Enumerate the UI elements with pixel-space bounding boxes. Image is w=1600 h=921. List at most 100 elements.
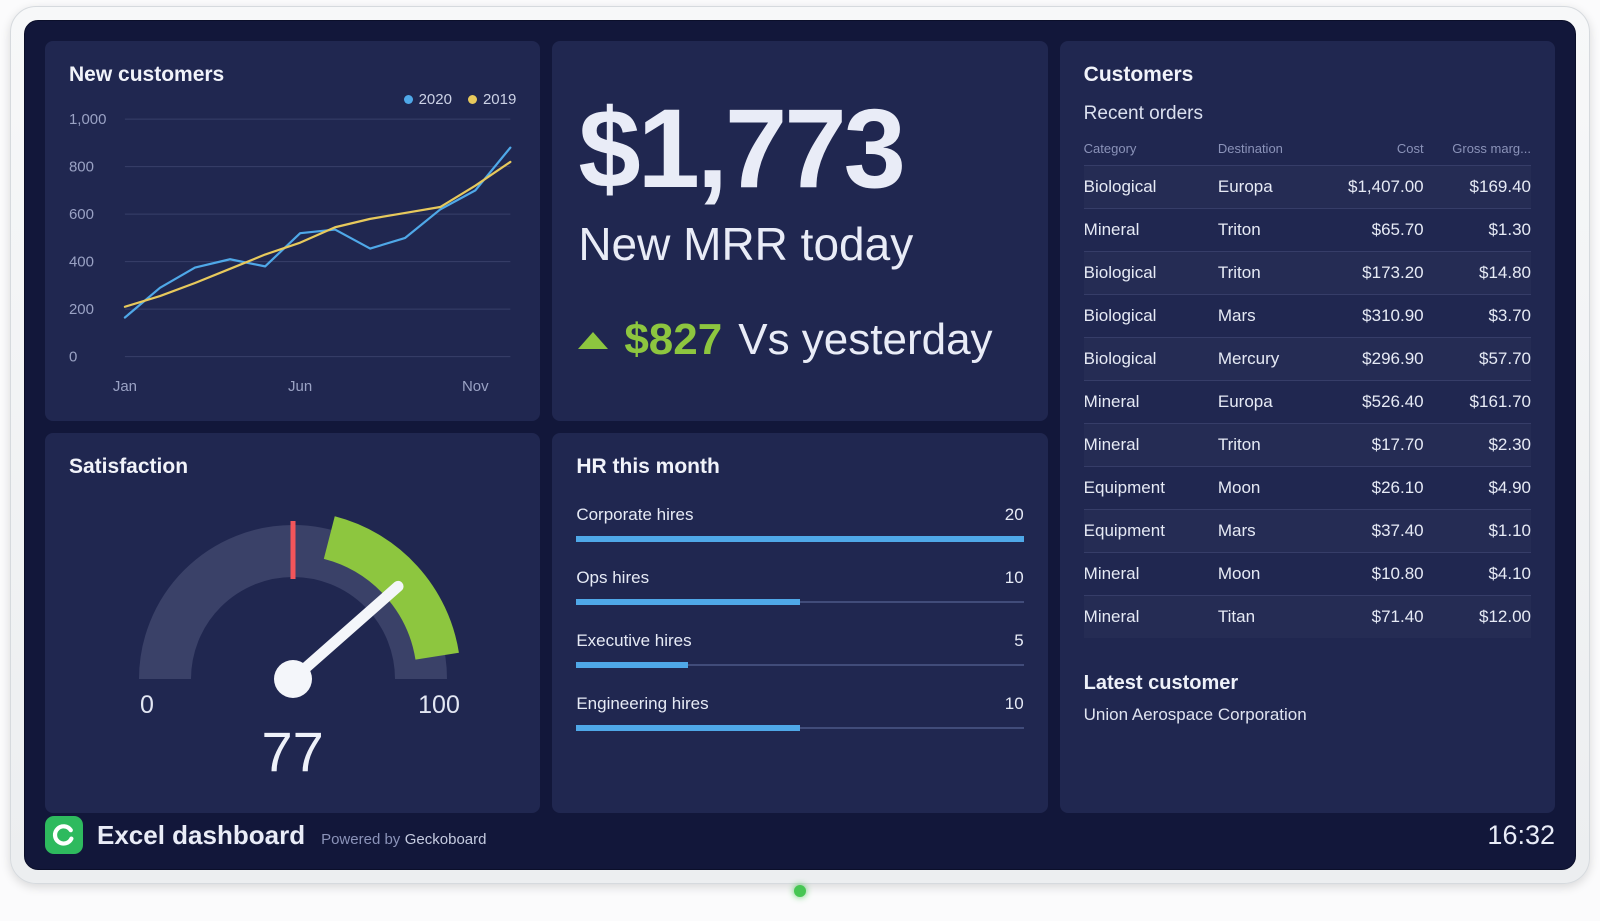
hr-bar-fill (576, 725, 800, 731)
mrr-label: New MRR today (578, 218, 914, 270)
gauge-green-zone (323, 516, 459, 661)
order-cell: Europa (1217, 177, 1273, 196)
y-tick-label: 800 (69, 159, 94, 176)
hr-bar-list: Corporate hires 20 Ops hires 10 Executive hi… (576, 505, 1024, 731)
hr-item-bar (576, 599, 1024, 605)
orders-col-header: Gross marg... (1452, 141, 1531, 156)
dashboard-name: Excel dashboard (97, 819, 306, 850)
order-cell: $310.90 (1362, 306, 1424, 325)
order-row: Mineral Triton $65.70 $1.30 (1083, 208, 1531, 252)
order-cell: $65.70 (1371, 220, 1424, 239)
order-row: Mineral Triton $17.70 $2.30 (1083, 423, 1531, 467)
hr-item: Engineering hires 10 (576, 694, 1024, 731)
hr-title: HR this month (576, 455, 720, 478)
order-row: Equipment Mars $37.40 $1.10 (1083, 509, 1531, 553)
y-tick-label: 200 (69, 301, 94, 318)
orders-col-header: Category (1083, 141, 1137, 156)
order-cell: $57.70 (1479, 349, 1531, 368)
chart-legend: 2020 2019 (403, 91, 516, 108)
y-tick-label: 600 (69, 206, 94, 223)
order-cell: Triton (1217, 263, 1261, 282)
hr-item-head: Engineering hires 10 (576, 694, 1023, 714)
hr-item-bar (576, 725, 1024, 731)
hr-item-bar (576, 536, 1024, 542)
order-cell: Moon (1217, 564, 1261, 583)
orders-header-row: Category Destination Cost Gross marg... (1084, 133, 1531, 166)
hr-item-value: 10 (1004, 568, 1024, 587)
x-tick-label: Jun (288, 378, 312, 395)
order-cell: $526.40 (1362, 392, 1424, 411)
order-cell: Mercury (1217, 349, 1280, 368)
hr-item: Corporate hires 20 (576, 505, 1024, 542)
hr-item-label: Engineering hires (576, 694, 709, 713)
legend-item-2020: 2020 (403, 91, 452, 108)
order-cell: $2.30 (1488, 435, 1531, 454)
order-cell: $37.40 (1371, 521, 1424, 540)
order-cell: Triton (1217, 220, 1261, 239)
gauge-max-label: 100 (418, 691, 460, 719)
latest-customer-value: Union Aerospace Corporation (1083, 705, 1307, 724)
order-row: Biological Europa $1,407.00 $169.40 (1083, 165, 1531, 209)
dashboard-screen: New customers 2020 2019 0 200 400 600 800 1,00… (24, 20, 1576, 870)
order-row: Mineral Europa $526.40 $161.70 (1083, 380, 1531, 424)
order-row: Biological Mars $310.90 $3.70 (1083, 294, 1531, 338)
hr-item-head: Executive hires 5 (576, 631, 1023, 651)
hr-bar-track (576, 664, 1024, 666)
orders-body: Biological Europa $1,407.00 $169.40 Mineral T… (1083, 165, 1531, 639)
x-tick-label: Nov (462, 378, 489, 395)
arrow-up-icon (578, 331, 609, 349)
order-cell: $26.10 (1371, 478, 1424, 497)
power-led (794, 885, 806, 897)
order-cell: Mineral (1083, 564, 1140, 583)
order-cell: $1,407.00 (1347, 177, 1424, 196)
order-cell: $161.70 (1469, 392, 1531, 411)
hr-item-label: Executive hires (576, 631, 692, 650)
gauge-value: 77 (261, 720, 324, 783)
hr-item-bar (576, 662, 1024, 668)
mrr-delta-label: Vs yesterday (738, 315, 993, 364)
latest-customer-block: Latest customer Union Aerospace Corporat… (1084, 672, 1531, 725)
mrr-value: $1,773 (578, 86, 906, 211)
hr-bar-track (576, 601, 1024, 603)
legend-item-2019: 2019 (467, 91, 516, 108)
hr-item: Ops hires 10 (576, 568, 1024, 605)
dashboard-grid: New customers 2020 2019 0 200 400 600 800 1,00… (45, 41, 1555, 813)
order-cell: $296.90 (1362, 349, 1424, 368)
legend-dot-icon (467, 95, 477, 104)
order-cell: Mineral (1083, 220, 1140, 239)
order-cell: $4.10 (1488, 564, 1531, 583)
order-cell: $12.00 (1479, 607, 1531, 626)
y-tick-label: 0 (69, 349, 77, 366)
new-customers-title: New customers (69, 63, 225, 86)
powered-by-label: Powered by (321, 830, 401, 848)
panel-new-customers: New customers 2020 2019 0 200 400 600 800 1,00… (45, 41, 541, 421)
gauge-area: 0 100 (67, 487, 518, 721)
x-tick-label: Jan (113, 378, 137, 395)
series-line-2019 (123, 160, 512, 308)
powered-by: Powered by Geckoboard (321, 831, 486, 849)
order-cell: Mars (1217, 521, 1256, 540)
hr-item-head: Corporate hires 20 (576, 505, 1023, 525)
recent-orders-title: Recent orders (1083, 103, 1203, 124)
order-cell: $3.70 (1488, 306, 1531, 325)
order-cell: $14.80 (1479, 263, 1531, 282)
gecko-swirl-icon (52, 824, 74, 846)
recent-orders-table: Category Destination Cost Gross marg... Bio… (1083, 133, 1531, 639)
gauge-needle (287, 580, 404, 685)
order-row: Biological Triton $173.20 $14.80 (1083, 251, 1531, 295)
tv-frame: New customers 2020 2019 0 200 400 600 800 1,00… (10, 6, 1590, 884)
gauge-needle-hub (274, 660, 312, 698)
hr-bar-fill (576, 599, 800, 605)
hr-bar-fill (576, 662, 689, 668)
order-cell: Triton (1217, 435, 1261, 454)
order-cell: Biological (1083, 263, 1157, 282)
order-row: Biological Mercury $296.90 $57.70 (1083, 337, 1531, 381)
hr-item-value: 5 (1014, 631, 1024, 650)
order-cell: Biological (1083, 349, 1157, 368)
order-cell: $169.40 (1469, 177, 1531, 196)
panel-customers: Customers Recent orders Category Destinat… (1059, 41, 1555, 813)
hr-item-label: Corporate hires (576, 505, 694, 524)
order-row: Mineral Moon $10.80 $4.10 (1083, 552, 1531, 596)
footer: Excel dashboard Powered by Geckoboard 16… (45, 813, 1555, 857)
